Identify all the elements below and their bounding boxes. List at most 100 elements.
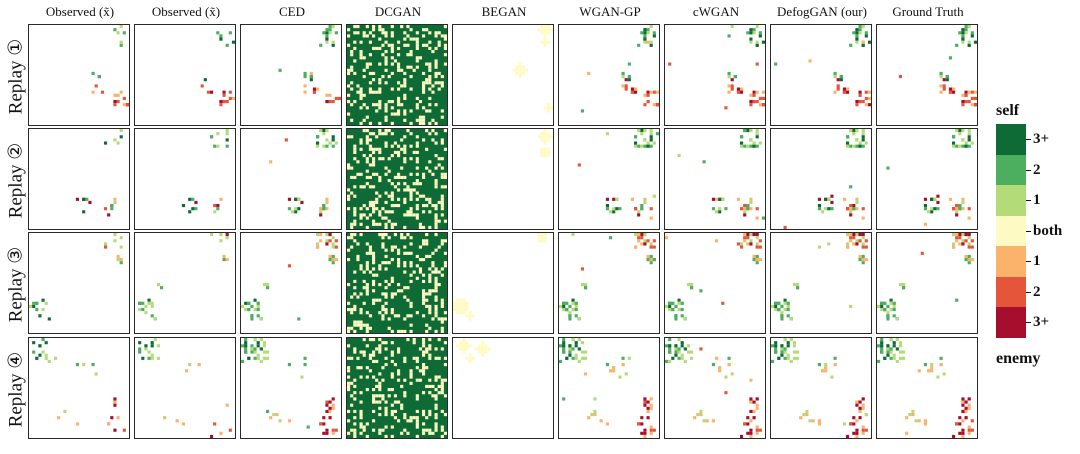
heatmap-cell [422,175,426,180]
heatmap-cell [390,25,394,29]
heatmap-cell [861,236,865,240]
heatmap-cell [967,425,971,429]
heatmap-cell [958,242,962,246]
heatmap-cell [792,356,797,360]
heatmap-cell [749,409,753,414]
heatmap-cell [368,245,373,249]
heatmap-cell [303,84,307,88]
heatmap-cell [958,416,962,420]
heatmap-cell [914,419,918,423]
heatmap-cell [403,378,407,382]
heatmap-cell [368,369,373,373]
heatmap-cell [372,207,376,211]
heatmap-cell [786,356,790,360]
heatmap-cell [902,356,906,360]
heatmap-grid [138,338,232,438]
heatmap-cell [780,311,784,315]
heatmap-cell [365,264,369,268]
heatmap-cell [593,397,597,401]
heatmap-cell [356,254,360,259]
heatmap-cell [440,381,444,385]
heatmap-cell [443,185,447,189]
heatmap-cell [359,121,363,125]
heatmap-cell [403,225,407,229]
heatmap-cell [425,28,429,32]
heatmap-cell [964,416,968,420]
heatmap-cell [443,251,447,255]
heatmap-cell [372,353,376,357]
heatmap-cell [328,233,332,237]
heatmap-cell [786,314,790,318]
heatmap-cell [418,115,423,119]
heatmap-panel [346,128,448,230]
heatmap-cell [390,182,394,186]
heatmap-cell [415,378,419,382]
heatmap-cell [428,210,432,214]
heatmap-cell [646,28,650,32]
heatmap-cell [546,109,550,113]
heatmap-cell [755,254,759,259]
heatmap-cell [387,388,391,392]
heatmap-cell [898,356,903,360]
heatmap-cell [350,68,354,72]
heatmap-cell [362,301,366,305]
heatmap-grid [91,25,129,107]
heatmap-cell [41,308,45,312]
heatmap-cell [378,267,382,271]
heatmap-cell [649,397,653,401]
heatmap-cell [646,239,650,243]
heatmap-cell [365,169,369,173]
heatmap-cell [250,350,254,354]
heatmap-cell [683,359,687,364]
heatmap-cell [365,160,369,164]
heatmap-cell [861,431,865,435]
heatmap-cell [219,37,223,41]
heatmap-cell [543,28,547,32]
heatmap-cell [955,233,959,237]
heatmap-cell [422,242,426,246]
heatmap-cell [415,37,419,41]
heatmap-cell [518,75,522,79]
heatmap-cell [434,216,438,220]
heatmap-panel [876,232,978,334]
heatmap-cell [474,347,479,351]
heatmap-cell [646,93,650,97]
heatmap-cell [406,338,410,342]
heatmap-cell [973,96,977,101]
heatmap-cell [191,197,195,201]
heatmap-cell [372,150,376,155]
heatmap-cell [543,34,547,38]
heatmap-cell [895,347,899,351]
heatmap-cell [387,326,391,330]
heatmap-cell [964,31,968,35]
heatmap-cell [668,62,672,66]
heatmap-cell [347,84,351,88]
heatmap-cell [253,338,257,342]
heatmap-cell [562,301,566,305]
heatmap-cell [228,31,232,35]
heatmap-cell [425,323,429,327]
heatmap-cell [328,31,332,35]
heatmap-cell [390,87,394,91]
heatmap-cell [325,400,329,404]
heatmap-cell [381,394,385,398]
heatmap-cell [752,31,756,35]
heatmap-cell [646,31,650,35]
heatmap-cell [749,378,753,382]
heatmap-cell [677,356,681,360]
heatmap-cell [384,434,388,438]
heatmap-cell [362,75,366,79]
heatmap-cell [864,90,868,94]
heatmap-cell [365,225,369,229]
heatmap-cell [368,81,373,85]
heatmap-cell [453,304,457,309]
heatmap-cell [521,68,525,72]
heatmap-cell [671,308,675,312]
heatmap-cell [409,50,413,54]
heatmap-cell [406,65,410,69]
heatmap-cell [565,308,569,312]
heatmap-cell [952,233,956,237]
heatmap-cell [967,261,971,265]
heatmap-cell [970,34,974,38]
heatmap-cell [325,431,329,435]
